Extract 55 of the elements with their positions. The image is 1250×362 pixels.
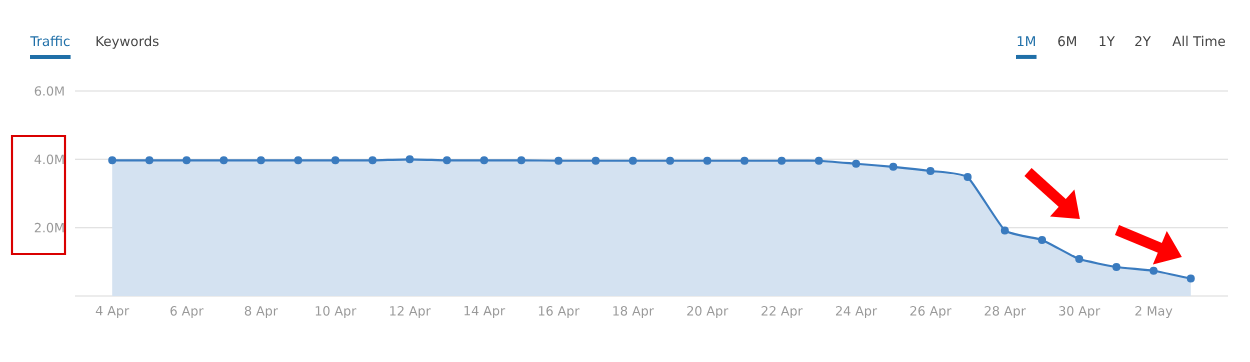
x-tick-label: 28 Apr (984, 306, 1026, 319)
text: Keywords (96, 35, 159, 49)
x-tick-label: 4 Apr (95, 306, 130, 318)
text: 6M (1058, 36, 1076, 47)
text: Traffic (30, 35, 70, 47)
point (963, 173, 972, 182)
x-tick-label: 18 Apr (613, 306, 654, 319)
point (145, 156, 154, 165)
point (1038, 235, 1047, 244)
x-tick-label: 12 Apr (390, 306, 431, 319)
point (666, 156, 675, 165)
text: 1M (1017, 36, 1035, 46)
x-tick-label: 8 Apr (244, 306, 278, 319)
point (256, 156, 265, 165)
point (442, 156, 451, 165)
point (294, 156, 303, 165)
x-tick-label: 6 Apr (170, 306, 204, 319)
point (368, 156, 377, 165)
x-tick-label: 16 Apr (538, 306, 580, 319)
point (852, 159, 861, 168)
point (182, 156, 191, 165)
x-tick-label: 20 Apr (687, 306, 729, 319)
point (480, 156, 489, 165)
y-tick-label: 4.0M (34, 154, 64, 165)
y-tick-label: 2.0M (34, 222, 64, 233)
x-tick-label: 10 Apr (315, 306, 357, 319)
point (628, 156, 637, 165)
point (554, 156, 563, 165)
x-tick-label: 26 Apr (910, 306, 952, 319)
point (1112, 262, 1121, 271)
point (591, 156, 600, 165)
point (331, 156, 340, 165)
point (405, 155, 414, 164)
point (108, 156, 117, 165)
text: All Time (1172, 35, 1225, 47)
x-tick-label: 14 Apr (464, 306, 506, 318)
point (1075, 255, 1084, 264)
text: 1Y (1099, 36, 1115, 46)
point (889, 162, 898, 171)
point (1000, 226, 1009, 235)
x-tick-label: 22 Apr (761, 306, 803, 319)
point (1149, 266, 1158, 275)
point (517, 156, 526, 165)
point (926, 166, 935, 175)
y-tick-label: 6.0M (34, 86, 64, 96)
point (703, 156, 712, 165)
point (740, 156, 749, 165)
x-tick-label: 2 May (1135, 306, 1173, 319)
point (1186, 274, 1195, 283)
point (777, 156, 786, 165)
point (814, 156, 823, 165)
point (219, 156, 228, 165)
x-tick-label: 30 Apr (1059, 306, 1101, 319)
text: 2Y (1135, 36, 1151, 46)
x-tick-label: 24 Apr (835, 306, 878, 319)
